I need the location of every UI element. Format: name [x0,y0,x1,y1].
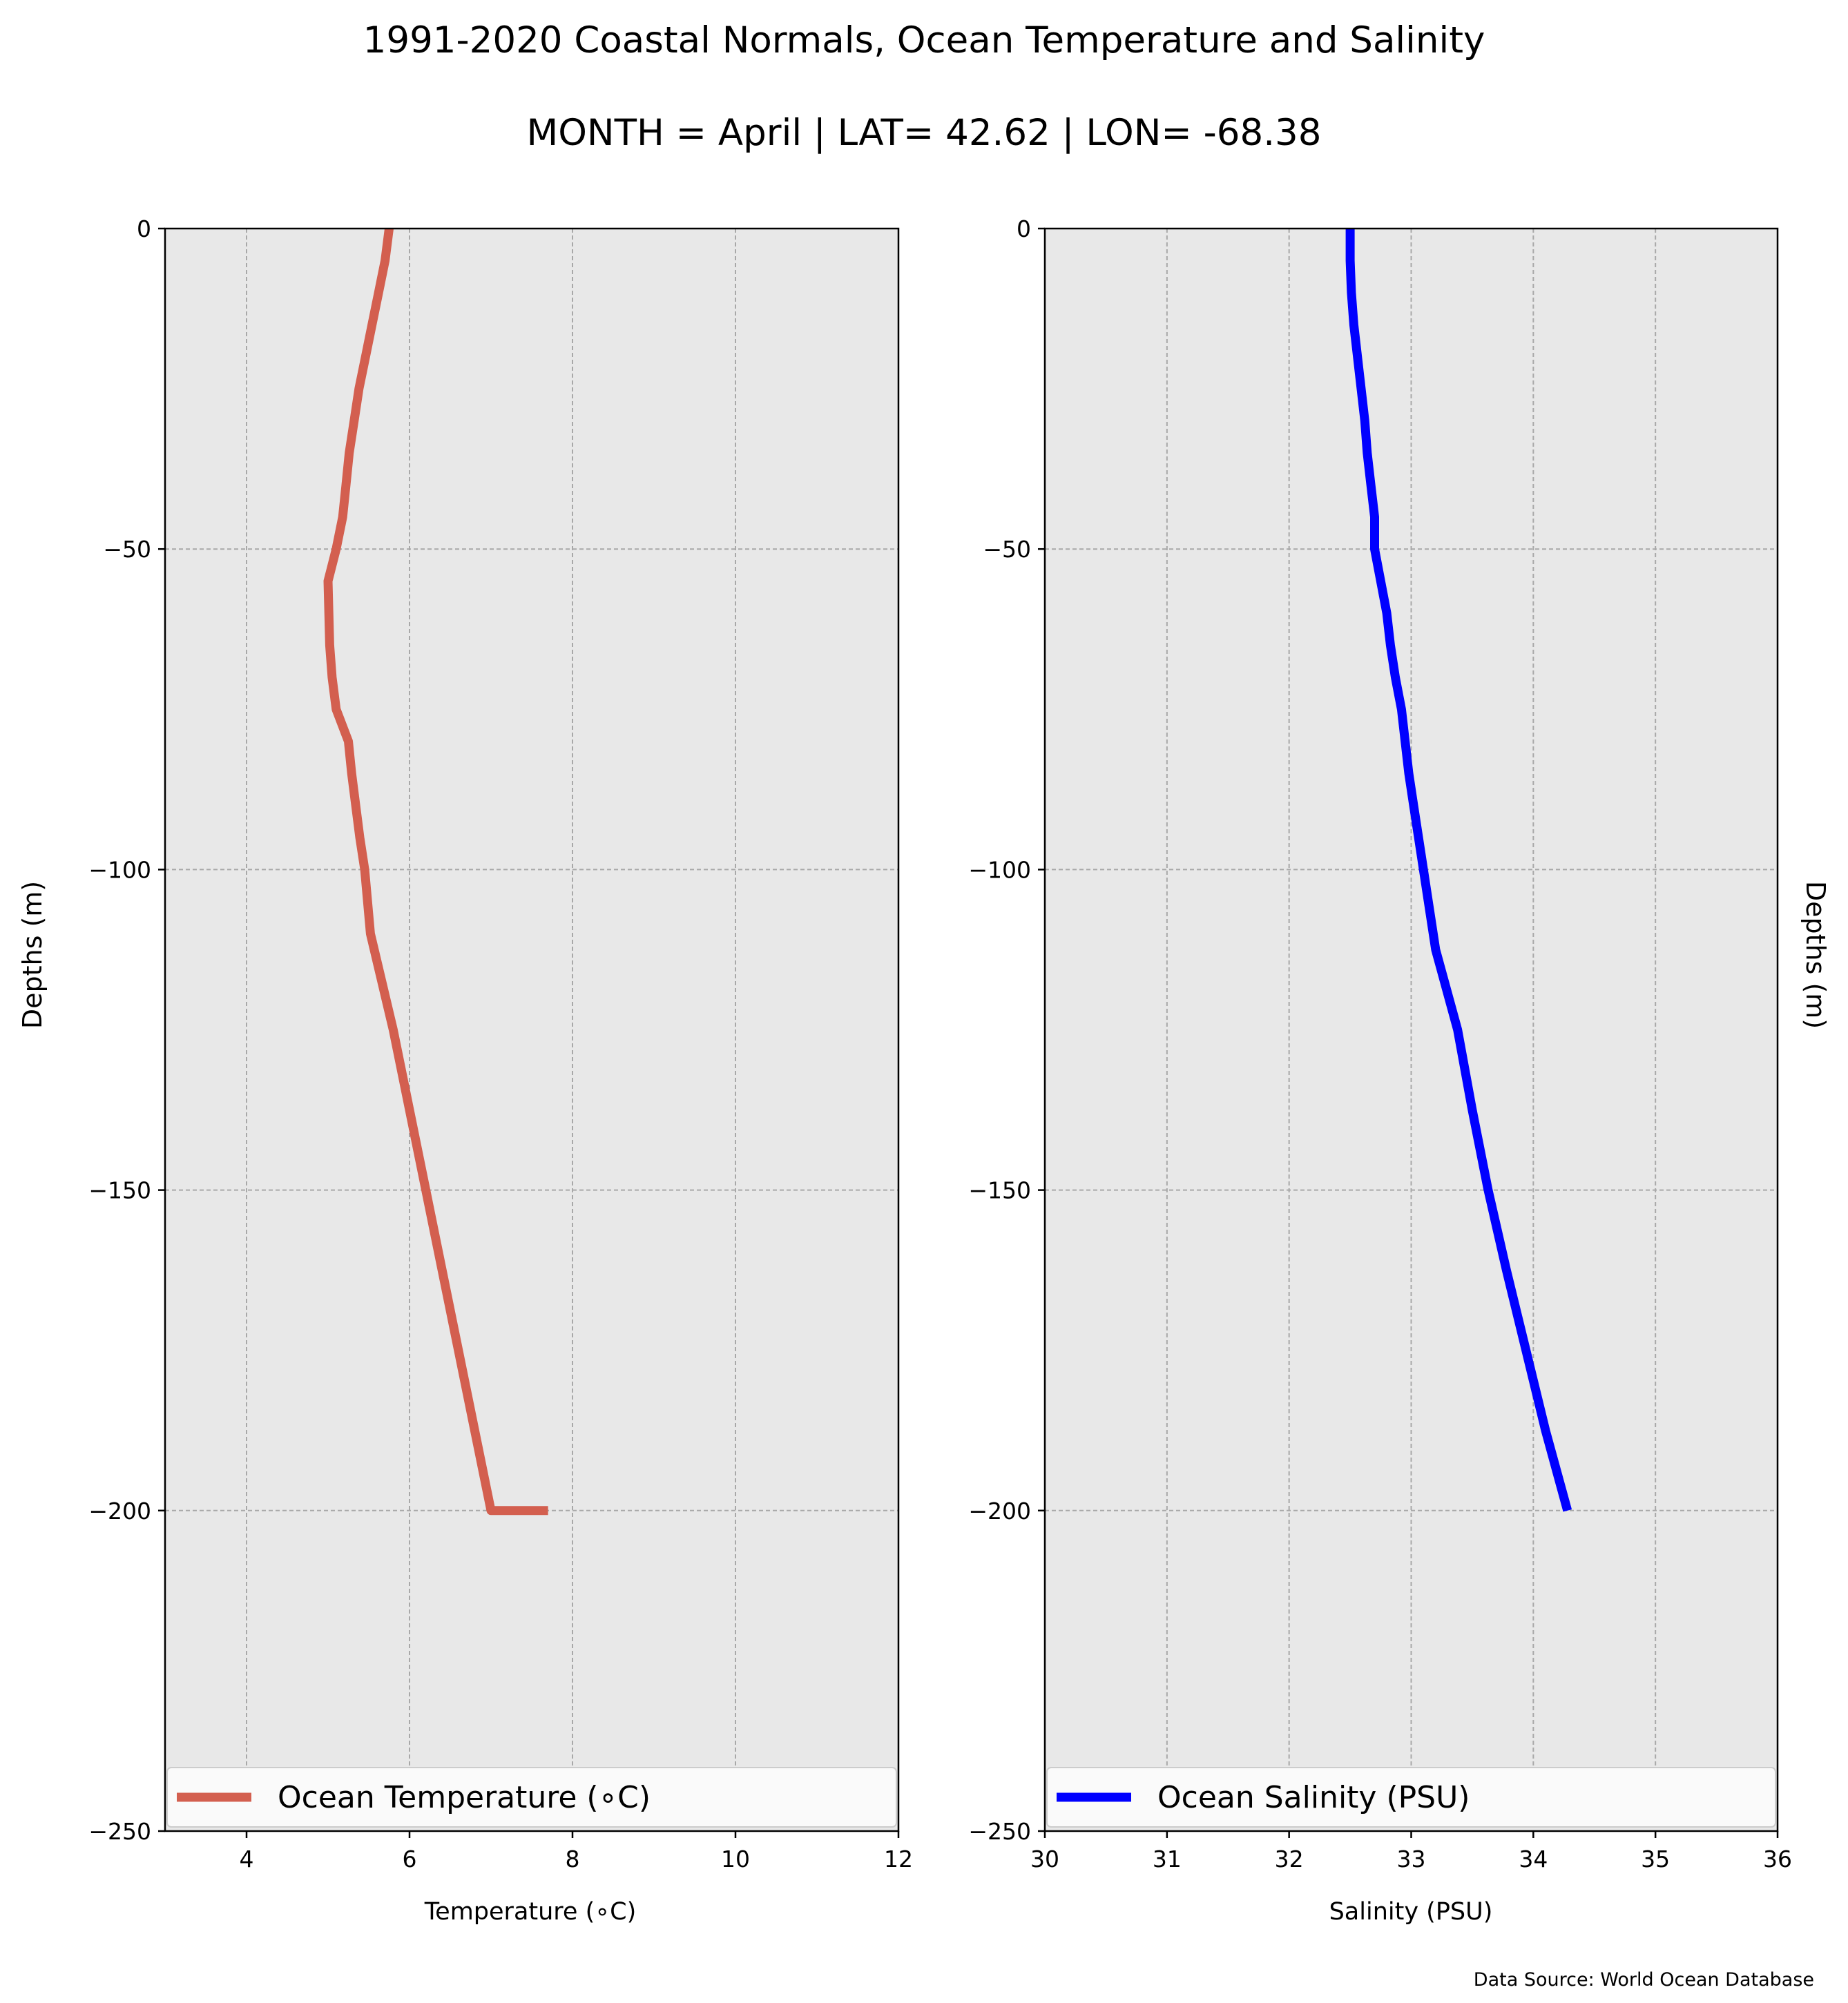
salinity-x-tick-label: 31 [1153,1846,1182,1873]
salinity-x-tick-label: 34 [1519,1846,1548,1873]
temperature-y-tick-label: −250 [88,1818,151,1845]
salinity-y-tick-label: −250 [968,1818,1031,1845]
salinity-legend-label: Ocean Salinity (PSU) [1157,1780,1470,1815]
salinity-x-axis-label: Salinity (PSU) [1329,1898,1493,1926]
chart-subtitle: MONTH = April | LAT= 42.62 | LON= -68.38 [526,112,1321,154]
chart-title: 1991-2020 Coastal Normals, Ocean Tempera… [363,19,1485,61]
temperature-x-axis-label: Temperature (∘C) [424,1898,637,1926]
temperature-y-tick-label: −50 [103,536,151,563]
salinity-y-tick-label: 0 [1017,215,1031,242]
temperature-x-tick-label: 6 [403,1846,417,1873]
salinity-x-tick-label: 33 [1397,1846,1426,1873]
temperature-panel: 4 6 8 10 12 0 −50 −100 −150 −200 −250 Ocean Tempera… [88,215,913,1873]
salinity-series-line [1345,229,1572,1512]
salinity-x-tick-label: 35 [1641,1846,1670,1873]
right-y-axis-label: Depths (m) [1800,881,1831,1029]
temperature-x-tick-label: 8 [566,1846,580,1873]
data-source-note: Data Source: World Ocean Database [1474,1969,1814,1991]
left-y-axis-label: Depths (m) [17,881,48,1029]
temperature-legend-box [166,1767,897,1828]
temperature-legend-label: Ocean Temperature (∘C) [278,1780,651,1815]
salinity-x-tick-label: 32 [1275,1846,1304,1873]
temperature-y-tick-label: −100 [88,856,151,883]
salinity-y-tick-label: −200 [968,1498,1031,1525]
temperature-x-tick-label: 4 [240,1846,254,1873]
salinity-x-tick-label: 30 [1030,1846,1059,1873]
temperature-series-line [323,228,548,1516]
temperature-y-tick-label: −200 [88,1498,151,1525]
temperature-y-tick-label: −150 [88,1177,151,1204]
temperature-y-tick-label: 0 [137,215,151,242]
salinity-y-tick-label: −50 [983,536,1031,563]
temperature-plot-area [165,229,898,1831]
temperature-x-tick-label: 10 [721,1846,750,1873]
temperature-x-tick-label: 12 [884,1846,913,1873]
salinity-legend-box [1046,1767,1776,1828]
salinity-y-tick-label: −150 [968,1177,1031,1204]
salinity-x-tick-label: 36 [1763,1846,1792,1873]
salinity-y-tick-label: −100 [968,856,1031,883]
temperature-axes-frame [164,227,900,1832]
salinity-panel: 30 31 32 33 34 35 36 0 −50 −100 −150 −200 −250 Ocean … [968,215,1792,1873]
